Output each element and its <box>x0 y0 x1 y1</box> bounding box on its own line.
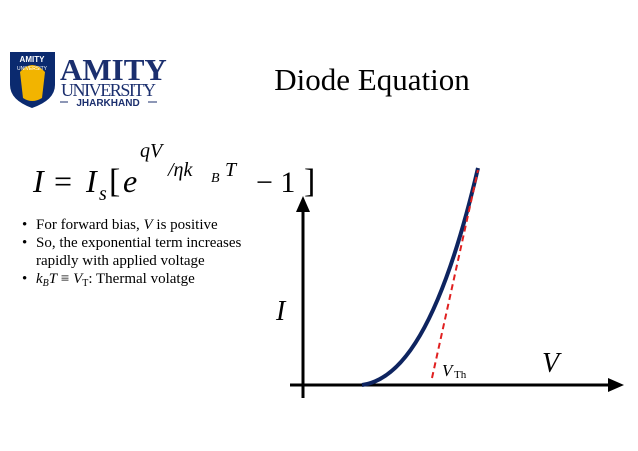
y-axis-arrow <box>296 196 310 212</box>
bullet-text: is positive <box>152 217 218 233</box>
eq-exp-rest: /ηk <box>167 159 193 181</box>
eq-bracket: ] <box>304 163 315 200</box>
bullet-text: B <box>42 278 49 289</box>
eq-lhs: I <box>32 163 45 199</box>
logo-badge-top: AMITY <box>20 55 46 64</box>
logo-name: AMITY <box>60 52 167 87</box>
bullet-text: V <box>73 271 83 287</box>
y-label: I <box>275 296 287 327</box>
eq-is: I <box>85 163 98 199</box>
bullet-text: So, the exponential term increases rapid… <box>36 235 242 269</box>
eq-bracket: [ <box>109 163 120 200</box>
bullet-text: For forward bias, <box>36 217 144 233</box>
threshold-label: V <box>442 361 455 380</box>
x-axis-arrow <box>608 378 624 392</box>
bullet-list: For forward bias, V is positiveSo, the e… <box>22 216 274 293</box>
eq-exp-sub: B <box>211 171 220 186</box>
bullet: For forward bias, V is positive <box>22 216 274 234</box>
bullet-text: : Thermal volatge <box>88 271 195 287</box>
bullet-text: k <box>36 271 43 287</box>
logo-badge-bottom: UNIVERSITY <box>17 66 48 72</box>
bullet: So, the exponential term increases rapid… <box>22 234 274 270</box>
eq-minus-one: − 1 <box>256 166 295 199</box>
eq-exp-t: T <box>225 159 238 181</box>
logo-subname: UNIVERSITY <box>61 80 156 100</box>
threshold-line <box>431 169 479 379</box>
eq-equals: = <box>54 163 72 199</box>
bullet: kBT ≡ VT: Thermal volatge <box>22 270 274 293</box>
bullet-text: ≡ <box>57 271 74 287</box>
bullet-text: V <box>143 217 153 233</box>
bullet-text: T <box>82 278 89 289</box>
eq-e: e <box>123 163 137 199</box>
equation: I = I s [ e qV /ηk B T − 1 ] <box>32 140 315 205</box>
logo-campus: JHARKHAND <box>76 98 139 109</box>
logo-emblem <box>20 65 45 101</box>
eq-exp-num: qV <box>140 140 165 162</box>
slide-title: Diode Equation <box>274 62 470 97</box>
x-label: V <box>542 348 562 379</box>
threshold-sub: Th <box>454 369 467 381</box>
eq-is-sub: s <box>99 183 107 205</box>
bullet-text: T <box>48 271 58 287</box>
diode-curve <box>361 167 480 387</box>
